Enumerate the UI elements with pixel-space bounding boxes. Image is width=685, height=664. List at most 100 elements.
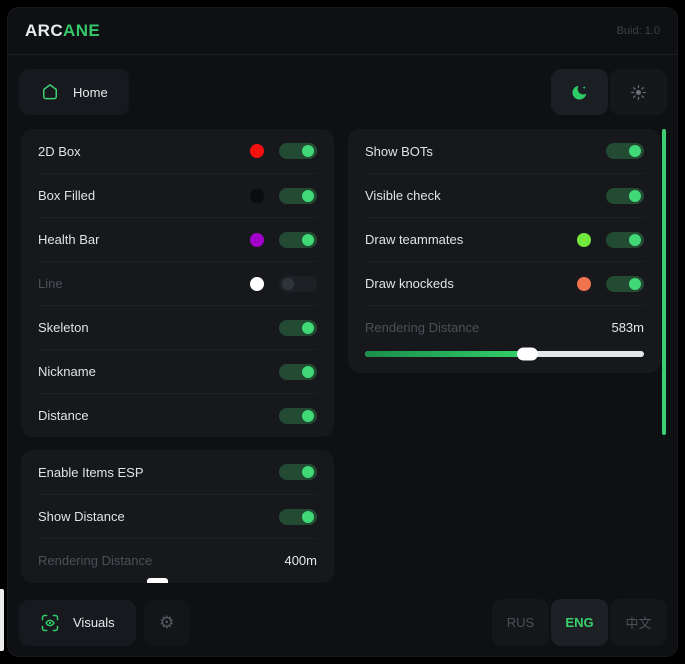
home-button-label: Home <box>73 84 108 100</box>
setting-label: 2D Box <box>38 143 81 159</box>
setting-row: Draw teammates <box>365 217 644 261</box>
app-logo-primary: ARC <box>25 21 64 40</box>
setting-row: Enable Items ESP <box>38 450 317 494</box>
scan-eye-icon <box>40 613 60 633</box>
setting-label: Enable Items ESP <box>38 464 144 480</box>
setting-label: Show BOTs <box>365 143 433 159</box>
toggle-knob <box>302 510 314 523</box>
visuals-tab-button[interactable]: Visuals <box>19 599 136 646</box>
setting-label: Line <box>38 276 63 291</box>
setting-row: Rendering Distance 583m <box>365 305 644 349</box>
visuals-tab-label: Visuals <box>73 615 115 630</box>
app-logo: ARCANE <box>25 21 100 41</box>
setting-label: Box Filled <box>38 188 96 203</box>
setting-row: Show Distance <box>38 494 317 538</box>
toggle-knob <box>302 466 314 478</box>
color-swatch[interactable] <box>250 232 264 247</box>
setting-label: Draw knockeds <box>365 276 454 291</box>
app-logo-accent: ANE <box>63 21 101 40</box>
setting-label: Draw teammates <box>365 232 464 247</box>
toggle-knob <box>629 277 641 290</box>
left-column: 2D Box Box Filled Health Bar <box>21 129 334 583</box>
toggle-knob <box>302 321 314 334</box>
dark-theme-button[interactable] <box>551 69 608 115</box>
setting-value: 400m <box>284 553 317 568</box>
setting-row: 2D Box <box>38 129 317 173</box>
setting-row: Health Bar <box>38 217 317 261</box>
setting-label: Distance <box>38 408 89 423</box>
setting-value: 583m <box>611 320 644 335</box>
items-esp-panel: Enable Items ESP Show Distance Rendering… <box>21 450 334 583</box>
top-bar: ARCANE Buid: 1.0 <box>8 8 677 55</box>
home-icon <box>40 82 60 102</box>
background-edge-sliver <box>0 589 4 651</box>
setting-label: Rendering Distance <box>365 320 480 335</box>
color-swatch[interactable] <box>250 188 264 203</box>
setting-row: Show BOTs <box>365 129 644 173</box>
toggle-knob <box>302 189 314 202</box>
setting-row: Draw knockeds <box>365 261 644 305</box>
toggle-switch[interactable] <box>279 187 317 204</box>
toggle-switch[interactable] <box>279 319 317 336</box>
color-swatch[interactable] <box>577 276 591 291</box>
rendering-distance-slider <box>365 347 644 373</box>
right-column: Show BOTs Visible check Draw teammates <box>348 129 661 373</box>
bots-panel: Show BOTs Visible check Draw teammates <box>348 129 661 373</box>
sun-icon <box>630 84 647 101</box>
scrollbar-thumb[interactable] <box>662 129 666 435</box>
home-button[interactable]: Home <box>19 69 129 115</box>
setting-row: Skeleton <box>38 305 317 349</box>
slider-track[interactable] <box>365 347 644 361</box>
toggle-switch[interactable] <box>279 143 317 159</box>
language-switcher: RUS ENG 中文 <box>492 599 667 646</box>
app-window: ARCANE Buid: 1.0 Home <box>7 7 678 657</box>
color-swatch[interactable] <box>250 276 264 291</box>
theme-toggle-group <box>551 69 667 115</box>
toggle-knob <box>629 189 641 202</box>
toggle-switch[interactable] <box>279 508 317 525</box>
toggle-switch[interactable] <box>279 363 317 380</box>
slider-fill <box>365 347 538 361</box>
toggle-switch[interactable] <box>279 407 317 424</box>
toggle-switch[interactable] <box>606 275 644 292</box>
toggle-knob <box>302 365 314 378</box>
color-swatch[interactable] <box>577 232 591 247</box>
setting-label: Health Bar <box>38 232 100 247</box>
setting-row: Nickname <box>38 349 317 393</box>
footer-bar: Visuals ⚙ RUS ENG 中文 <box>19 599 667 646</box>
slider-handle[interactable] <box>516 347 538 361</box>
settings-button[interactable]: ⚙ <box>143 599 190 646</box>
setting-row: Distance <box>38 393 317 437</box>
setting-label: Rendering Distance <box>38 553 153 568</box>
slider-handle[interactable] <box>147 578 168 583</box>
setting-label: Skeleton <box>38 320 89 335</box>
setting-row: Box Filled <box>38 173 317 217</box>
build-version: Buid: 1.0 <box>616 25 660 37</box>
setting-row: Line <box>38 261 317 305</box>
toggle-switch[interactable] <box>279 231 317 248</box>
toggle-switch[interactable] <box>279 464 317 480</box>
toggle-switch[interactable] <box>279 275 317 292</box>
toggle-knob <box>302 145 314 157</box>
toggle-knob <box>629 233 641 246</box>
toggle-knob <box>629 145 641 157</box>
language-option-zh[interactable]: 中文 <box>610 599 667 646</box>
toggle-switch[interactable] <box>606 187 644 204</box>
setting-row: Visible check <box>365 173 644 217</box>
setting-label: Nickname <box>38 364 96 379</box>
main-content: 2D Box Box Filled Health Bar <box>21 129 661 583</box>
toggle-switch[interactable] <box>606 143 644 159</box>
language-option-eng[interactable]: ENG <box>551 599 608 646</box>
setting-label: Show Distance <box>38 509 125 524</box>
setting-label: Visible check <box>365 188 441 203</box>
gear-icon: ⚙ <box>159 612 175 633</box>
setting-row: Rendering Distance 400m <box>38 538 317 582</box>
light-theme-button[interactable] <box>610 69 667 115</box>
toggle-switch[interactable] <box>606 231 644 248</box>
player-esp-panel: 2D Box Box Filled Health Bar <box>21 129 334 437</box>
toggle-knob <box>282 277 294 290</box>
language-option-rus[interactable]: RUS <box>492 599 549 646</box>
toggle-knob <box>302 409 314 422</box>
color-swatch[interactable] <box>250 144 264 158</box>
nav-row: Home <box>19 69 667 115</box>
